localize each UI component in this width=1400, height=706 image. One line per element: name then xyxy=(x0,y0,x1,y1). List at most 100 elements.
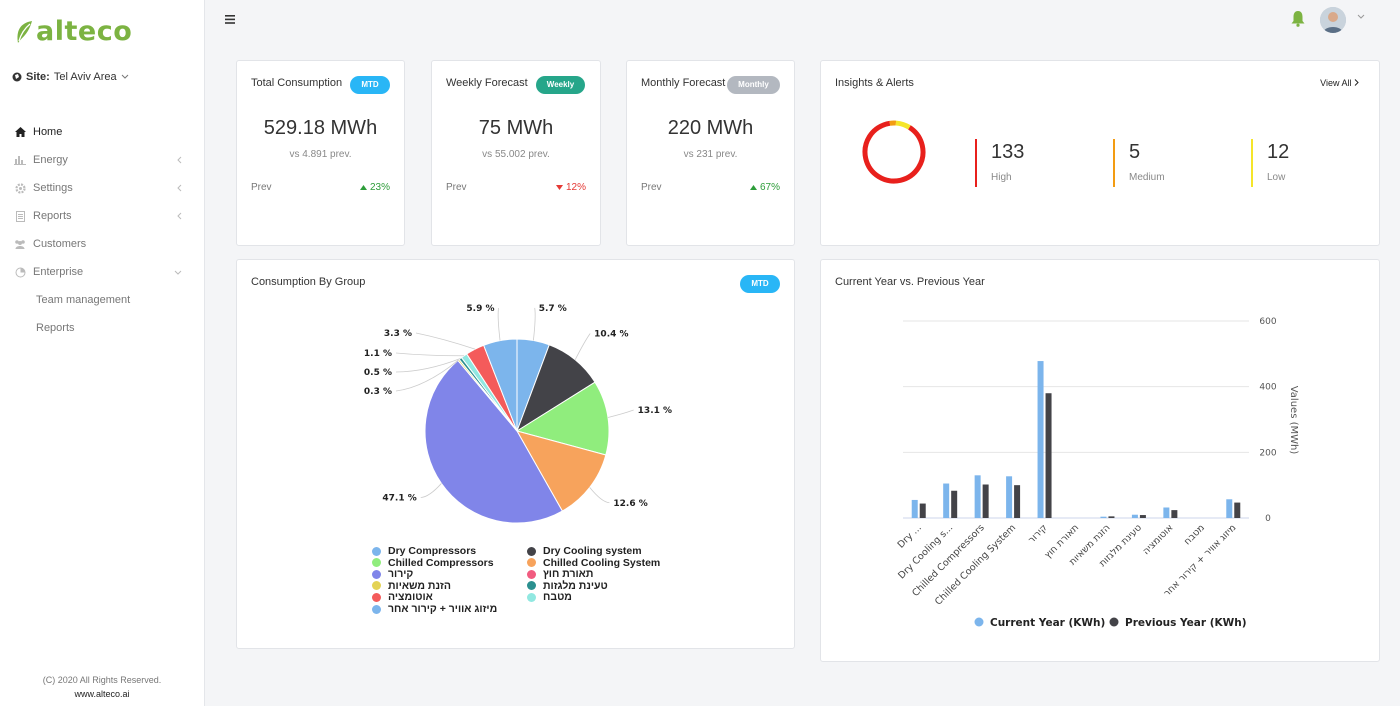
pie-data-label: 0.5 % xyxy=(364,368,392,378)
bell-icon[interactable] xyxy=(1291,10,1305,27)
pie-data-label: 1.1 % xyxy=(364,349,392,359)
chevron-down-icon xyxy=(121,74,128,79)
alert-low[interactable]: 12 Low xyxy=(1251,139,1289,187)
legend-marker xyxy=(372,581,381,591)
legend-item[interactable]: Dry Compressors xyxy=(372,545,476,557)
bar[interactable] xyxy=(1006,476,1013,518)
sidebar-item-reports[interactable]: Reports xyxy=(0,202,204,230)
bar[interactable] xyxy=(982,484,989,518)
legend-marker xyxy=(527,558,536,568)
pie-connector xyxy=(589,487,610,504)
caret-down-icon xyxy=(555,185,563,190)
sidebar-item-settings[interactable]: Settings xyxy=(0,174,204,202)
x-tick-label: מטבח xyxy=(1182,522,1207,547)
sidebar-item-home[interactable]: Home xyxy=(0,118,204,146)
legend-item[interactable]: קירור xyxy=(372,568,413,580)
sidebar-item-label: Energy xyxy=(33,154,68,166)
pie-data-label: 47.1 % xyxy=(382,494,416,504)
bar[interactable] xyxy=(951,490,958,518)
kpi-badge[interactable]: Monthly xyxy=(727,76,780,94)
legend-label: אוטומציה xyxy=(388,591,433,604)
bar[interactable] xyxy=(1139,515,1146,518)
legend-marker xyxy=(527,569,536,579)
bar[interactable] xyxy=(1108,516,1115,518)
kpi-change-value: 12% xyxy=(565,182,586,193)
kpi-sub: vs 231 prev. xyxy=(683,149,738,160)
pie-slice[interactable] xyxy=(424,359,564,524)
bar[interactable] xyxy=(1100,516,1107,518)
kpi-title: Monthly Forecast xyxy=(641,77,726,89)
bar[interactable] xyxy=(943,483,950,518)
sidebar-item-label: Enterprise xyxy=(33,266,84,278)
alert-count: 133 xyxy=(991,141,1025,163)
bar[interactable] xyxy=(1037,361,1044,518)
bar[interactable] xyxy=(919,503,926,518)
kpi-prev-label: Prev xyxy=(641,182,662,193)
hamburger-menu-icon[interactable] xyxy=(225,15,235,24)
alert-high[interactable]: 133 High xyxy=(975,139,1024,187)
bar[interactable] xyxy=(1226,499,1233,518)
donut-segment-low[interactable] xyxy=(859,117,929,187)
chevron-left-icon xyxy=(177,156,182,164)
alert-count: 5 xyxy=(1129,141,1141,163)
donut-segment-high[interactable] xyxy=(859,117,929,187)
pie-data-label: 5.9 % xyxy=(466,304,494,314)
bar[interactable] xyxy=(1171,510,1178,518)
view-all-link[interactable]: View All xyxy=(1320,78,1359,88)
bar[interactable] xyxy=(1045,393,1052,518)
legend-item[interactable]: הזנת משאיות xyxy=(372,580,451,592)
bar[interactable] xyxy=(911,499,918,518)
kpi-title: Weekly Forecast xyxy=(446,77,528,89)
sidebar-item-energy[interactable]: Energy xyxy=(0,146,204,174)
gear-icon xyxy=(14,182,26,194)
sidebar-item-label: Settings xyxy=(33,182,73,194)
footer-url[interactable]: www.alteco.ai xyxy=(74,689,130,699)
avatar[interactable] xyxy=(1320,7,1346,33)
insights-card: Insights & Alerts View All 133 High 5 Me… xyxy=(820,60,1380,246)
bar[interactable] xyxy=(1014,485,1021,518)
legend-item[interactable]: תאורת חוץ xyxy=(527,568,593,580)
legend-item[interactable]: אוטומציה xyxy=(372,591,433,603)
sidebar-item-enterprise[interactable]: Enterprise xyxy=(0,258,204,286)
legend-marker[interactable] xyxy=(974,617,984,627)
pie-slice[interactable] xyxy=(483,338,518,432)
y-axis-title: Values (MWh) xyxy=(1288,386,1299,455)
brand-name: alteco xyxy=(36,16,133,47)
kpi-change: 12% xyxy=(555,182,586,193)
legend-label[interactable]: Previous Year (KWh) xyxy=(1125,617,1247,629)
legend-item[interactable]: Dry Cooling system xyxy=(527,545,642,557)
donut-segment-medium[interactable] xyxy=(859,117,929,187)
bar[interactable] xyxy=(1131,514,1138,518)
y-tick-label: 0 xyxy=(1265,514,1271,524)
legend-marker xyxy=(372,569,381,579)
sidebar-item-sub-reports[interactable]: Reports xyxy=(0,314,204,342)
brand-logo[interactable]: alteco xyxy=(14,16,132,47)
pie-data-label: 0.3 % xyxy=(364,387,392,397)
kpi-change: 67% xyxy=(749,182,780,193)
sidebar-item-label: Reports xyxy=(36,322,75,334)
chevron-down-icon[interactable] xyxy=(1357,14,1365,19)
alert-count: 12 xyxy=(1267,141,1290,163)
legend-label: קירור xyxy=(388,568,414,581)
pie-slice[interactable] xyxy=(515,430,607,512)
legend-item[interactable]: Chilled Compressors xyxy=(372,557,494,569)
legend-label[interactable]: Current Year (KWh) xyxy=(990,617,1105,629)
legend-marker[interactable] xyxy=(1109,617,1119,627)
bar[interactable] xyxy=(1163,507,1170,518)
alerts-donut-chart xyxy=(859,117,929,187)
bar[interactable] xyxy=(974,475,981,518)
legend-item[interactable]: טעינת מלגזות xyxy=(527,580,608,592)
pie-badge[interactable]: MTD xyxy=(740,275,780,293)
x-tick-label: קירור xyxy=(1026,522,1050,546)
sidebar-item-team-management[interactable]: Team management xyxy=(0,286,204,314)
home-icon xyxy=(14,126,26,138)
bar[interactable] xyxy=(1234,502,1241,518)
legend-item[interactable]: מיזוג אוויר + קירור אחר xyxy=(372,603,497,615)
legend-item[interactable]: מטבח xyxy=(527,591,572,603)
legend-item[interactable]: Chilled Cooling System xyxy=(527,557,660,569)
kpi-badge[interactable]: MTD xyxy=(350,76,390,94)
site-selector[interactable]: Site: Tel Aviv Area xyxy=(12,71,129,83)
sidebar-item-customers[interactable]: Customers xyxy=(0,230,204,258)
kpi-badge[interactable]: Weekly xyxy=(536,76,585,94)
alert-medium[interactable]: 5 Medium xyxy=(1113,139,1165,187)
